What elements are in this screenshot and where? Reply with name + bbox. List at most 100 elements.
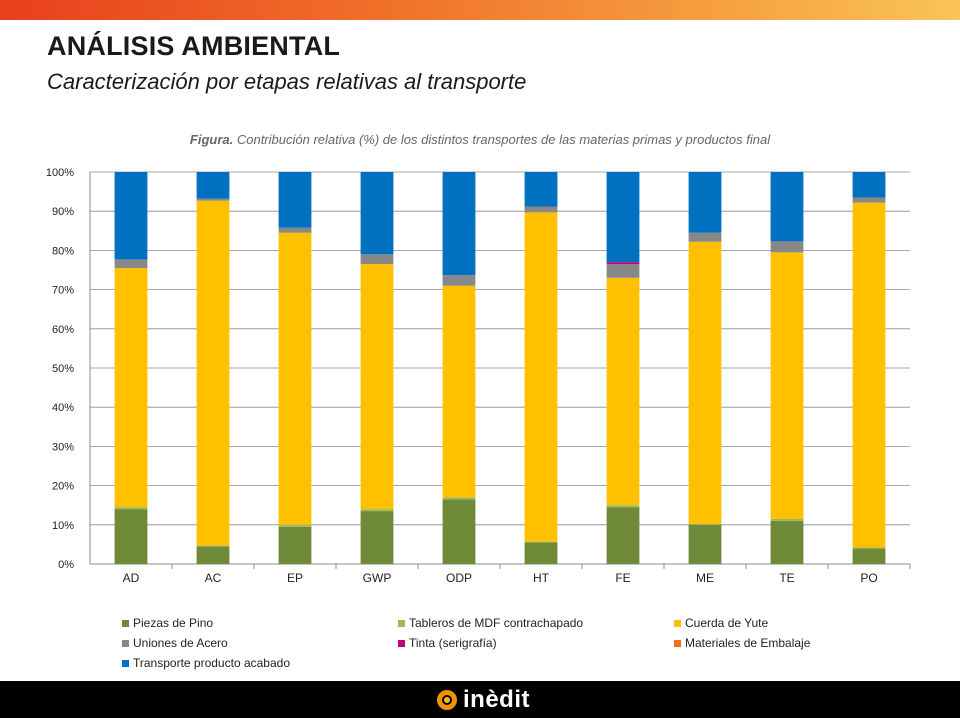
bar-segment: [114, 172, 148, 260]
bar-segment: [606, 277, 640, 506]
y-tick-label: 70%: [52, 285, 74, 297]
figure-caption: Figura. Contribución relativa (%) de los…: [0, 132, 960, 147]
legend-item: Materiales de Embalaje: [674, 636, 810, 650]
bar-segment: [524, 206, 558, 213]
bar-segment: [196, 546, 230, 564]
legend-swatch: [122, 639, 129, 647]
x-tick-label: EP: [287, 571, 303, 585]
x-tick-label: TE: [779, 571, 794, 585]
logo-ring-icon: [437, 690, 457, 710]
bar-segment: [196, 545, 230, 547]
y-tick-label: 40%: [52, 402, 74, 414]
bar-segment: [196, 172, 230, 199]
x-tick-label: ME: [696, 571, 714, 585]
brand-logo: inèdit: [437, 686, 530, 714]
top-banner: [0, 0, 960, 20]
bar-segment: [442, 497, 476, 500]
y-tick-label: 80%: [52, 245, 74, 257]
bar-segment: [360, 511, 394, 564]
bar-segment: [606, 172, 640, 263]
bar-segment: [524, 212, 558, 542]
bar-segment: [852, 172, 886, 198]
bar-segment: [770, 518, 804, 521]
bar-segment: [852, 197, 886, 203]
bar-segment: [688, 524, 722, 525]
legend-label: Tableros de MDF contrachapado: [409, 616, 584, 630]
bar-segment: [688, 172, 722, 233]
bar-segment: [114, 509, 148, 564]
bar-segment: [688, 241, 722, 525]
y-tick-label: 10%: [52, 520, 74, 532]
bar-segment: [770, 520, 804, 564]
legend-swatch: [122, 659, 129, 667]
bar-segment: [852, 202, 886, 548]
legend-swatch: [398, 639, 405, 647]
bar-segment: [114, 259, 148, 269]
bar-segment: [278, 227, 312, 233]
y-tick-label: 30%: [52, 441, 74, 453]
bar-segment: [524, 172, 558, 207]
bar-segment: [442, 499, 476, 564]
bar-segment: [442, 275, 476, 286]
logo-text: inèdit: [463, 686, 530, 713]
bar-segment: [524, 541, 558, 543]
bar-segment: [442, 172, 476, 276]
legend-swatch: [674, 639, 681, 647]
page-subtitle: Caracterización por etapas relativas al …: [47, 69, 527, 94]
bar-segment: [114, 268, 148, 508]
legend-item: Cuerda de Yute: [674, 616, 768, 630]
y-tick-label: 100%: [46, 167, 74, 179]
bar-segment: [278, 232, 312, 525]
bar-segment: [770, 252, 804, 519]
y-tick-label: 90%: [52, 206, 74, 218]
figure-caption-label: Figura.: [189, 132, 234, 147]
x-tick-label: GWP: [363, 571, 392, 585]
legend-swatch: [674, 619, 681, 627]
bar-segment: [524, 542, 558, 564]
legend-item: Uniones de Acero: [122, 636, 228, 650]
bar-segment: [114, 507, 148, 510]
legend-label: Transporte producto acabado: [133, 656, 290, 670]
y-tick-label: 60%: [52, 324, 74, 336]
bar-segment: [278, 172, 312, 228]
x-tick-label: ODP: [446, 571, 472, 585]
bar-segment: [196, 200, 230, 546]
bar-segment: [606, 264, 640, 278]
bar-segment: [360, 509, 394, 512]
legend-item: Tableros de MDF contrachapado: [398, 616, 583, 630]
bar-segment: [852, 547, 886, 549]
legend-swatch: [398, 619, 405, 627]
bar-segment: [278, 526, 312, 564]
x-tick-label: FE: [615, 571, 630, 585]
bar-segment: [770, 241, 804, 253]
figure-caption-text: Contribución relativa (%) de los distint…: [233, 132, 771, 147]
bar-segment: [606, 507, 640, 564]
x-tick-label: AD: [123, 571, 140, 585]
bar-segment: [688, 232, 722, 242]
legend-item: Piezas de Pino: [122, 616, 213, 630]
bar-segment: [688, 524, 722, 564]
bar-segment: [852, 548, 886, 564]
bar-segment: [606, 505, 640, 508]
x-tick-label: HT: [533, 571, 550, 585]
legend-label: Piezas de Pino: [133, 616, 214, 630]
legend-label: Materiales de Embalaje: [685, 636, 811, 650]
bottom-banner: [0, 681, 960, 718]
bar-segment: [442, 285, 476, 498]
legend-swatch: [122, 619, 129, 627]
legend-item: Transporte producto acabado: [122, 656, 290, 670]
bar-segment: [606, 262, 640, 265]
y-tick-label: 0%: [58, 559, 74, 571]
legend-label: Uniones de Acero: [133, 636, 228, 650]
stacked-bar-chart: 0% 10% 20% 30% 40% 50% 60% 70% 80% 90% 100% AD AC EP G…: [46, 167, 911, 585]
bar-segment: [278, 524, 312, 527]
bar-segment: [360, 172, 394, 255]
bar-segment: [196, 198, 230, 201]
x-tick-label: PO: [860, 571, 877, 585]
y-tick-label: 50%: [52, 363, 74, 375]
bar-segment: [770, 172, 804, 242]
legend-label: Cuerda de Yute: [685, 616, 769, 630]
legend-label: Tinta (serigrafía): [409, 636, 497, 650]
page-title: ANÁLISIS AMBIENTAL: [47, 31, 341, 61]
bar-segment: [360, 254, 394, 265]
